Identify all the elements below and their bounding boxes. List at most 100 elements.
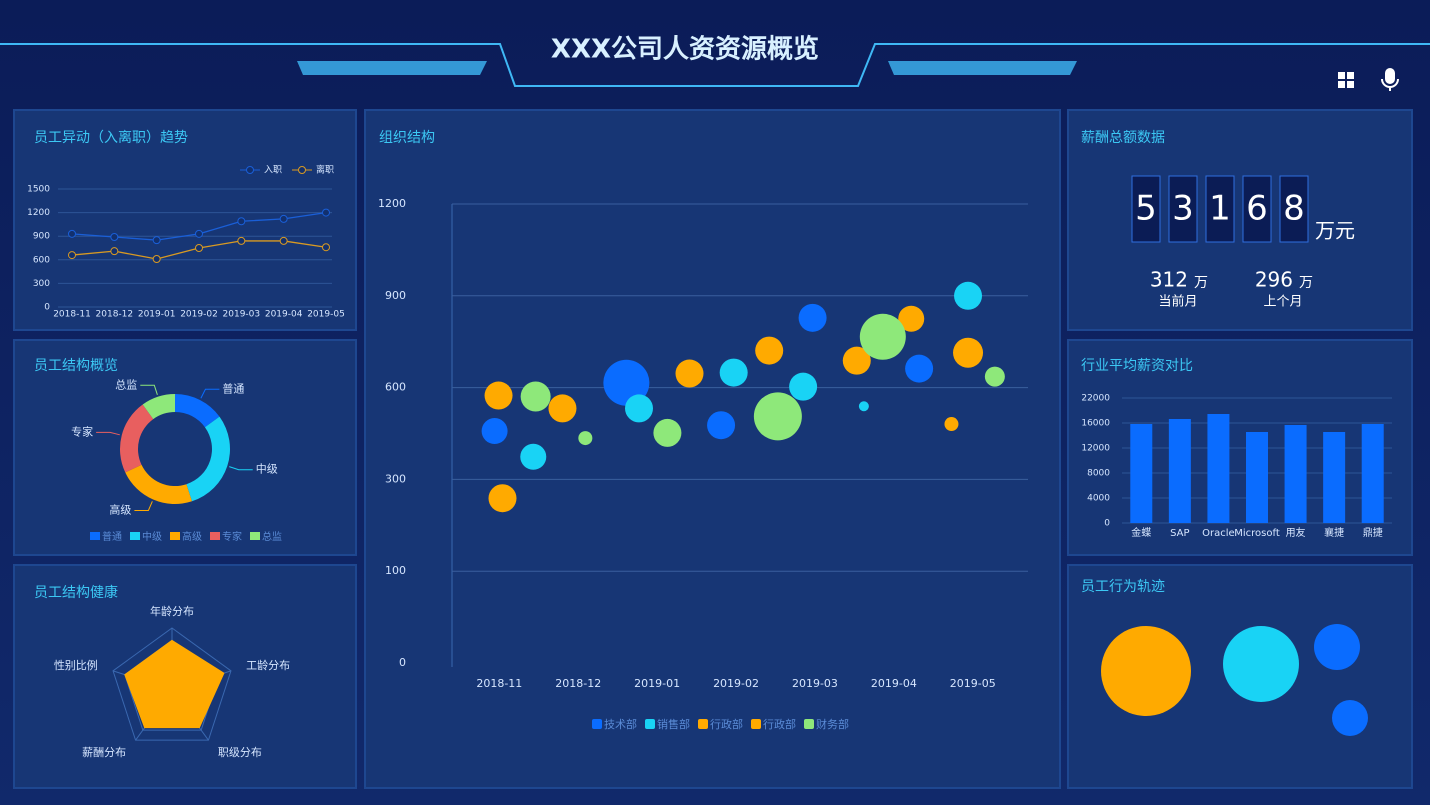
x-tick-label: 2018-11 bbox=[476, 677, 522, 690]
kpi-value: 296 bbox=[1255, 268, 1293, 292]
y-tick-label: 0 bbox=[1104, 519, 1110, 529]
bubble bbox=[984, 366, 1005, 387]
legend-swatch bbox=[90, 532, 100, 540]
kpi-value: 312 bbox=[1150, 268, 1188, 292]
bar bbox=[1168, 419, 1191, 523]
bar bbox=[1361, 424, 1384, 523]
y-tick-label: 4000 bbox=[1087, 494, 1110, 504]
header-frame bbox=[0, 43, 1430, 87]
bubble bbox=[653, 418, 682, 447]
legend-label: 高级 bbox=[182, 530, 202, 543]
legend-swatch bbox=[751, 719, 761, 729]
x-tick-label: 2019-02 bbox=[180, 310, 218, 320]
bubble bbox=[603, 359, 650, 406]
digit-box bbox=[1131, 175, 1161, 243]
bubble bbox=[520, 443, 547, 470]
bubble bbox=[753, 392, 802, 441]
bar bbox=[1323, 432, 1346, 523]
slice-label: 中级 bbox=[256, 463, 278, 476]
kpi-value-unit: 万 bbox=[1299, 275, 1313, 291]
point bbox=[279, 236, 288, 245]
bubble bbox=[719, 358, 748, 387]
radar-label: 薪酬分布 bbox=[82, 746, 126, 759]
x-tick-label: 用友 bbox=[1286, 526, 1306, 539]
y-tick-label: 22000 bbox=[1081, 394, 1110, 404]
point bbox=[237, 217, 246, 226]
y-tick-label: 300 bbox=[385, 472, 406, 485]
slice-label: 总监 bbox=[115, 377, 137, 391]
y-tick-label: 1200 bbox=[27, 208, 50, 218]
legend-swatch bbox=[130, 532, 140, 540]
radar-area bbox=[124, 639, 225, 729]
layout-icon[interactable] bbox=[1338, 72, 1354, 88]
bubble bbox=[859, 313, 906, 360]
legend-label: 行政部 bbox=[763, 717, 796, 731]
panel-title: 员工结构健康 bbox=[34, 584, 118, 601]
digit: 6 bbox=[1246, 189, 1268, 229]
x-tick-label: 2019-04 bbox=[265, 310, 303, 320]
radar-label: 性别比例 bbox=[54, 658, 98, 672]
panel bbox=[1067, 109, 1413, 331]
mic-icon[interactable] bbox=[1381, 68, 1399, 91]
point bbox=[195, 244, 203, 252]
y-tick-label: 900 bbox=[385, 289, 406, 302]
header-deco bbox=[888, 61, 1077, 75]
y-tick-label: 0 bbox=[399, 656, 406, 669]
x-tick-label: 襄捷 bbox=[1324, 526, 1344, 539]
legend-label: 财务部 bbox=[816, 717, 849, 731]
legend-swatch bbox=[698, 719, 708, 729]
bubble bbox=[481, 418, 508, 445]
legend-label: 销售部 bbox=[657, 717, 690, 731]
point bbox=[237, 236, 246, 245]
y-tick-label: 12000 bbox=[1081, 444, 1110, 454]
bubble bbox=[953, 337, 984, 368]
bubble bbox=[625, 394, 654, 423]
legend-marker bbox=[298, 166, 306, 174]
bubble bbox=[1101, 626, 1191, 716]
digit-box bbox=[1168, 175, 1198, 243]
label-line bbox=[96, 431, 120, 436]
panel-title: 薪酬总额数据 bbox=[1081, 130, 1165, 146]
bubble bbox=[898, 305, 925, 332]
x-tick-label: 2018-11 bbox=[53, 310, 91, 320]
kpi-label: 上个月 bbox=[1263, 295, 1302, 310]
bubble bbox=[675, 359, 704, 388]
digit: 5 bbox=[1135, 189, 1157, 229]
panel-title: 行业平均薪资对比 bbox=[1081, 358, 1193, 374]
bubble bbox=[1223, 626, 1299, 702]
y-tick-label: 8000 bbox=[1087, 469, 1110, 479]
bubble bbox=[1332, 700, 1368, 736]
digit-box bbox=[1242, 175, 1272, 243]
page-title: XXX公司人资资源概览 bbox=[551, 35, 819, 65]
x-tick-label: 2019-05 bbox=[307, 310, 345, 320]
kpi-label: 当前月 bbox=[1158, 294, 1197, 310]
legend-swatch bbox=[250, 532, 260, 540]
legend-swatch bbox=[645, 719, 655, 729]
digit: 1 bbox=[1209, 189, 1231, 229]
bubble bbox=[520, 381, 551, 412]
x-tick-label: Oracle bbox=[1202, 528, 1235, 539]
point bbox=[152, 236, 161, 245]
bubble bbox=[944, 417, 959, 432]
bubble bbox=[548, 394, 577, 423]
slice-label: 普通 bbox=[222, 381, 244, 395]
bubble bbox=[484, 381, 513, 410]
bar bbox=[1284, 425, 1307, 523]
legend-label: 入职 bbox=[264, 165, 282, 176]
legend-label: 专家 bbox=[222, 530, 242, 543]
y-tick-label: 100 bbox=[385, 564, 406, 577]
pie-slice bbox=[125, 464, 192, 505]
point bbox=[152, 255, 161, 264]
y-tick-label: 0 bbox=[44, 303, 50, 313]
radar-label: 年龄分布 bbox=[150, 604, 194, 618]
slice-label: 高级 bbox=[109, 502, 131, 516]
panel-title: 组织结构 bbox=[379, 130, 435, 146]
legend-label: 行政部 bbox=[710, 717, 743, 731]
legend-label: 总监 bbox=[262, 530, 282, 543]
bubble bbox=[789, 372, 818, 401]
x-tick-label: SAP bbox=[1170, 528, 1189, 539]
point bbox=[279, 214, 288, 223]
point bbox=[110, 232, 119, 241]
bubble bbox=[707, 411, 736, 440]
